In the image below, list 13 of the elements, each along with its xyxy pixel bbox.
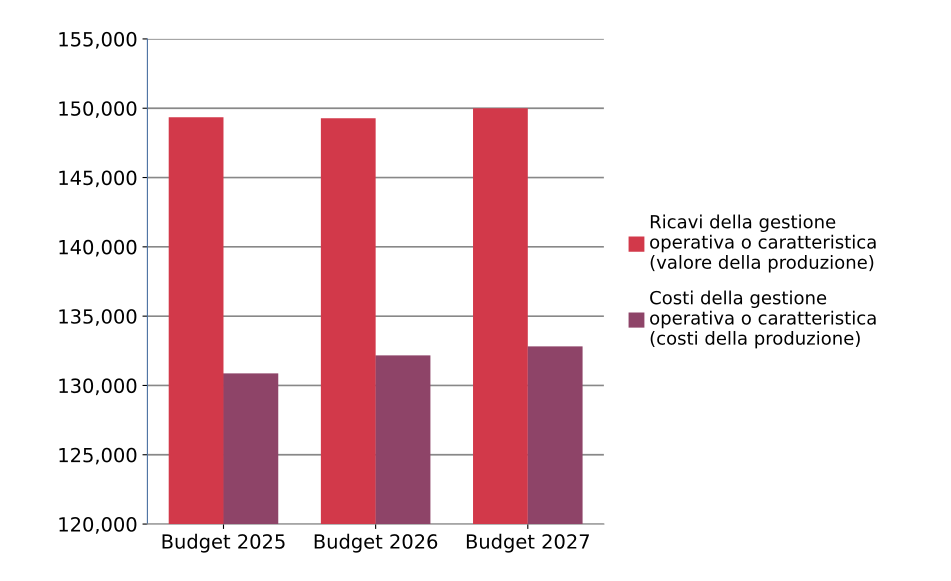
- y-tick-label: 150,000: [59, 101, 136, 118]
- y-tick-label: 155,000: [59, 32, 136, 49]
- y-tick-label: 135,000: [59, 309, 136, 326]
- legend-label: Costi della gestione operativa o caratteristica (costi della produzione): [650, 290, 876, 348]
- x-tick-label: Budget 2026: [314, 534, 438, 553]
- x-tick-label: Budget 2027: [466, 534, 589, 553]
- legend-label: Ricavi della gestione operativa o caratteristica (valore della produzione): [650, 214, 876, 272]
- y-tick-label: 145,000: [59, 170, 136, 188]
- y-tick-label: 120,000: [59, 517, 136, 534]
- y-tick-label: 130,000: [59, 378, 136, 396]
- y-tick-label: 140,000: [59, 240, 136, 256]
- x-tick-label: Budget 2025: [162, 534, 285, 553]
- y-tick-label: 125,000: [59, 448, 136, 464]
